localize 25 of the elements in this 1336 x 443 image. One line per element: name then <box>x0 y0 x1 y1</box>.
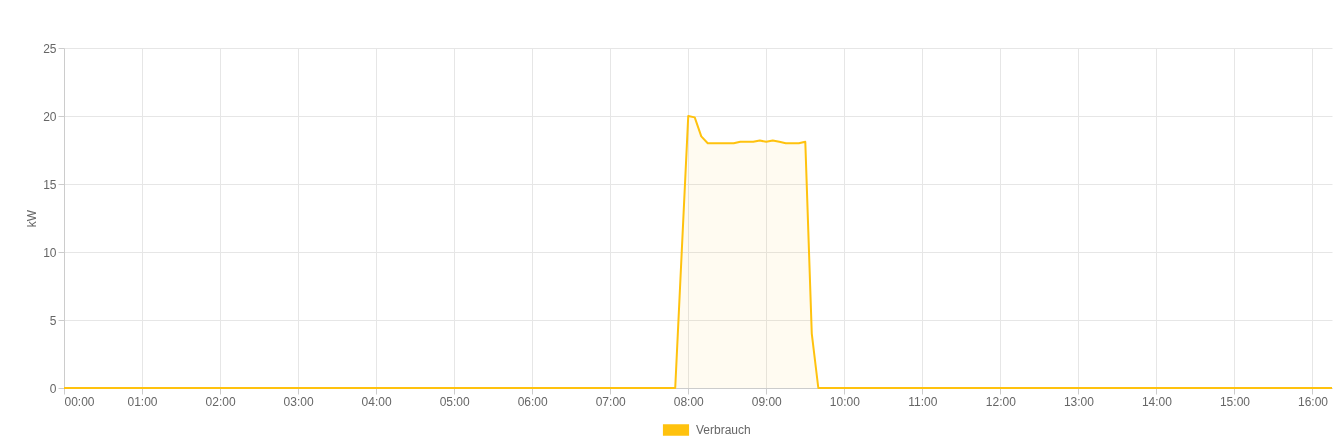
y-axis-title: kW <box>25 209 40 228</box>
x-tick-label: 15:00 <box>1219 394 1251 409</box>
x-tick-label: 08:00 <box>673 394 705 409</box>
x-tick-label: 16:00 <box>1297 394 1329 409</box>
y-tick-label: 20 <box>43 109 57 124</box>
x-tick-label: 13:00 <box>1063 394 1095 409</box>
x-tick-label: 00:00 <box>64 394 95 409</box>
x-tick-label: 05:00 <box>439 394 470 409</box>
x-tick-label: 14:00 <box>1141 394 1173 409</box>
y-tick-label: 0 <box>49 381 57 396</box>
legend-label: Verbrauch <box>696 423 751 437</box>
x-tick-label: 11:00 <box>908 394 938 409</box>
y-tick-label: 15 <box>43 177 57 192</box>
y-tick-label: 5 <box>49 313 57 328</box>
x-tick-label: 04:00 <box>361 394 392 409</box>
y-tick-label: 25 <box>43 41 57 56</box>
x-tick-label: 03:00 <box>283 394 314 409</box>
x-tick-label: 06:00 <box>517 394 549 409</box>
x-tick-label: 07:00 <box>595 394 627 409</box>
y-tick-label: 10 <box>43 245 57 260</box>
x-tick-label: 01:00 <box>127 394 158 409</box>
x-tick-label: 10:00 <box>829 394 861 409</box>
x-tick-label: 02:00 <box>205 394 236 409</box>
x-tick-label: 12:00 <box>985 394 1017 409</box>
x-tick-label: 09:00 <box>751 394 783 409</box>
